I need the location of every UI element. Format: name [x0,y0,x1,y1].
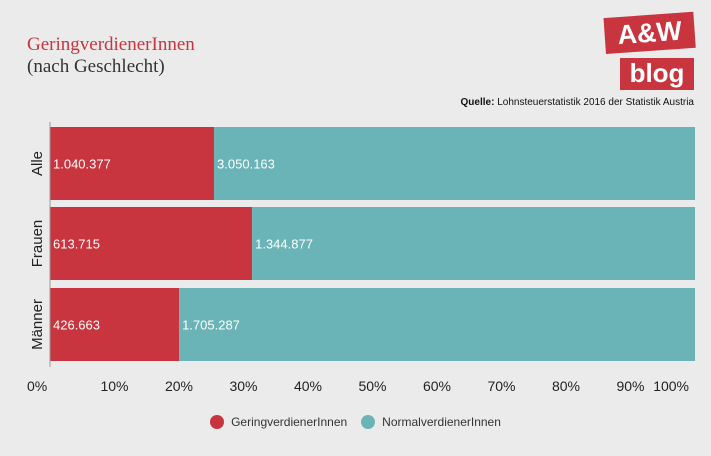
source-label: Quelle: [460,97,495,108]
category-label-alle: Alle [29,151,46,176]
data-label-alle-gering: 1.040.377 [53,157,111,172]
bar-alle-gering [50,127,215,200]
bar-frauen-gering [50,207,253,280]
category-label-frauen: Frauen [29,220,46,268]
aw-blog-logo[interactable]: A&W blog [603,11,696,90]
legend-item-gering: GeringverdienerInnen [210,415,347,429]
x-tick-label-5: 50% [358,378,386,394]
data-label-frauen-normal: 1.344.877 [255,237,313,252]
data-label-alle-normal: 3.050.163 [217,157,275,172]
x-tick-label-1: 10% [100,378,128,394]
x-tick-label-4: 40% [294,378,322,394]
x-tick-label-7: 70% [487,378,515,394]
data-label-maenner-normal: 1.705.287 [182,318,240,333]
legend-label-gering: GeringverdienerInnen [231,415,348,429]
x-tick-label-8: 80% [552,378,580,394]
data-label-frauen-gering: 613.715 [53,237,100,252]
bar-maenner-normal [179,288,696,361]
legend-item-normal: NormalverdienerInnen [361,415,501,429]
legend-swatch-normal [361,415,376,429]
bar-maenner-gering [50,288,180,361]
x-tick-label-0: 0% [27,378,47,394]
x-tick-label-10: 100% [653,378,689,394]
legend-label-normal: NormalverdienerInnen [382,415,501,429]
bar-alle-normal [214,127,695,200]
logo-bottom-text: blog [620,58,694,90]
chart-legend: GeringverdienerInnen NormalverdienerInne… [0,415,711,429]
source-text: Lohnsteuerstatistik 2016 der Statistik A… [497,97,694,108]
x-tick-label-2: 20% [165,378,193,394]
bar-frauen-normal [252,207,695,280]
source-note: Quelle: Lohnsteuerstatistik 2016 der Sta… [461,97,694,108]
chart-subtitle: (nach Geschlecht) [27,56,165,77]
x-tick-label-6: 60% [423,378,451,394]
x-tick-label-3: 30% [229,378,257,394]
chart-title: GeringverdienerInnen [27,34,195,55]
legend-swatch-gering [210,415,225,429]
data-label-maenner-gering: 426.663 [53,318,100,333]
x-tick-label-9: 90% [616,378,644,394]
category-label-maenner: Männer [29,299,46,350]
